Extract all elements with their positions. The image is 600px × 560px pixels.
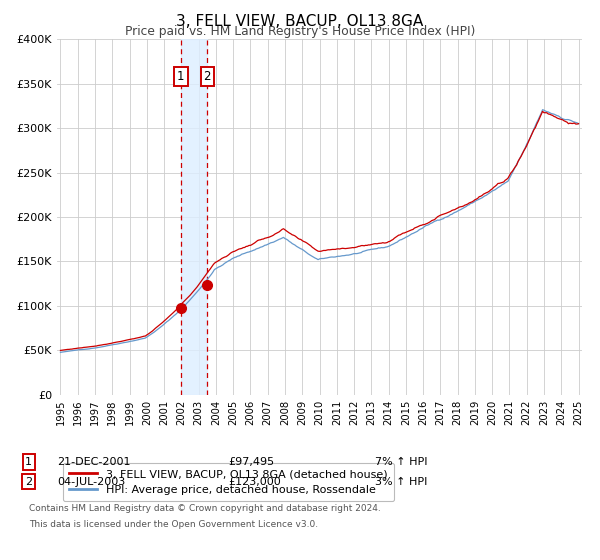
Text: 7% ↑ HPI: 7% ↑ HPI (375, 457, 427, 467)
Text: 3% ↑ HPI: 3% ↑ HPI (375, 477, 427, 487)
Text: 2: 2 (25, 477, 32, 487)
Text: 1: 1 (177, 70, 185, 83)
Text: 04-JUL-2003: 04-JUL-2003 (57, 477, 125, 487)
Text: £97,495: £97,495 (228, 457, 274, 467)
Text: 3, FELL VIEW, BACUP, OL13 8GA: 3, FELL VIEW, BACUP, OL13 8GA (176, 14, 424, 29)
Text: £123,000: £123,000 (228, 477, 281, 487)
Text: 21-DEC-2001: 21-DEC-2001 (57, 457, 131, 467)
Text: This data is licensed under the Open Government Licence v3.0.: This data is licensed under the Open Gov… (29, 520, 318, 529)
Bar (181, 39, 207, 395)
Text: Contains HM Land Registry data © Crown copyright and database right 2024.: Contains HM Land Registry data © Crown c… (29, 504, 380, 513)
Text: Price paid vs. HM Land Registry's House Price Index (HPI): Price paid vs. HM Land Registry's House … (125, 25, 475, 38)
Legend: 3, FELL VIEW, BACUP, OL13 8GA (detached house), HPI: Average price, detached hou: 3, FELL VIEW, BACUP, OL13 8GA (detached … (62, 463, 394, 501)
Text: 2: 2 (203, 70, 211, 83)
Text: 1: 1 (25, 457, 32, 467)
